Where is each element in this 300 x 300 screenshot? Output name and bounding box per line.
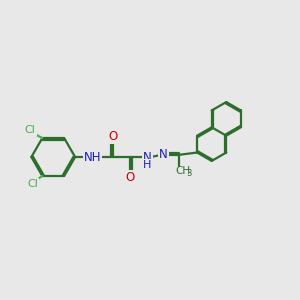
Text: O: O — [108, 130, 117, 143]
Text: N: N — [159, 148, 168, 161]
Text: H: H — [143, 160, 152, 170]
Text: Cl: Cl — [25, 125, 36, 136]
Text: 3: 3 — [187, 169, 192, 178]
Text: Cl: Cl — [27, 178, 38, 188]
Text: N: N — [143, 151, 152, 164]
Text: CH: CH — [175, 166, 190, 176]
Text: NH: NH — [84, 151, 101, 164]
Text: O: O — [125, 171, 135, 184]
